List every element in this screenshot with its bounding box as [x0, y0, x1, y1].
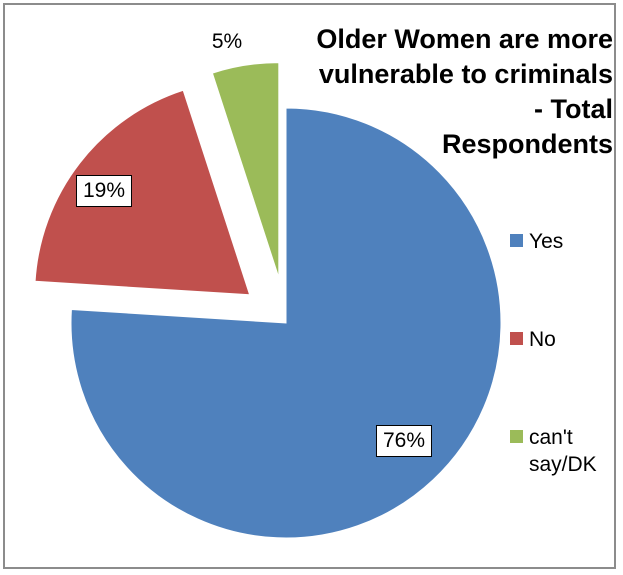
pie-slice-no: [34, 89, 251, 296]
legend-label-no: No: [529, 328, 556, 351]
data-label-cant-say: 5%: [204, 26, 250, 58]
legend-label-cant-say: can't say/DK: [529, 426, 597, 476]
legend-swatch-cant-say: [510, 430, 523, 443]
chart-title-line: Respondents: [441, 129, 613, 159]
chart-title: Older Women are more vulnerable to crimi…: [283, 22, 613, 162]
legend-swatch-yes: [510, 234, 523, 247]
legend-item-cant-say: can't say/DK: [510, 424, 597, 478]
legend-item-no: No: [510, 326, 556, 353]
legend-swatch-no: [510, 332, 523, 345]
chart-title-line: Older Women are more: [316, 24, 613, 54]
data-label-no: 19%: [75, 175, 133, 207]
chart-title-line: - Total: [534, 94, 613, 124]
data-label-yes: 76%: [375, 425, 433, 457]
pie-slice-cant-say: [211, 62, 280, 278]
chart-title-line: vulnerable to criminals: [318, 59, 613, 89]
legend-item-yes: Yes: [510, 228, 563, 255]
legend-label-yes: Yes: [529, 230, 564, 253]
